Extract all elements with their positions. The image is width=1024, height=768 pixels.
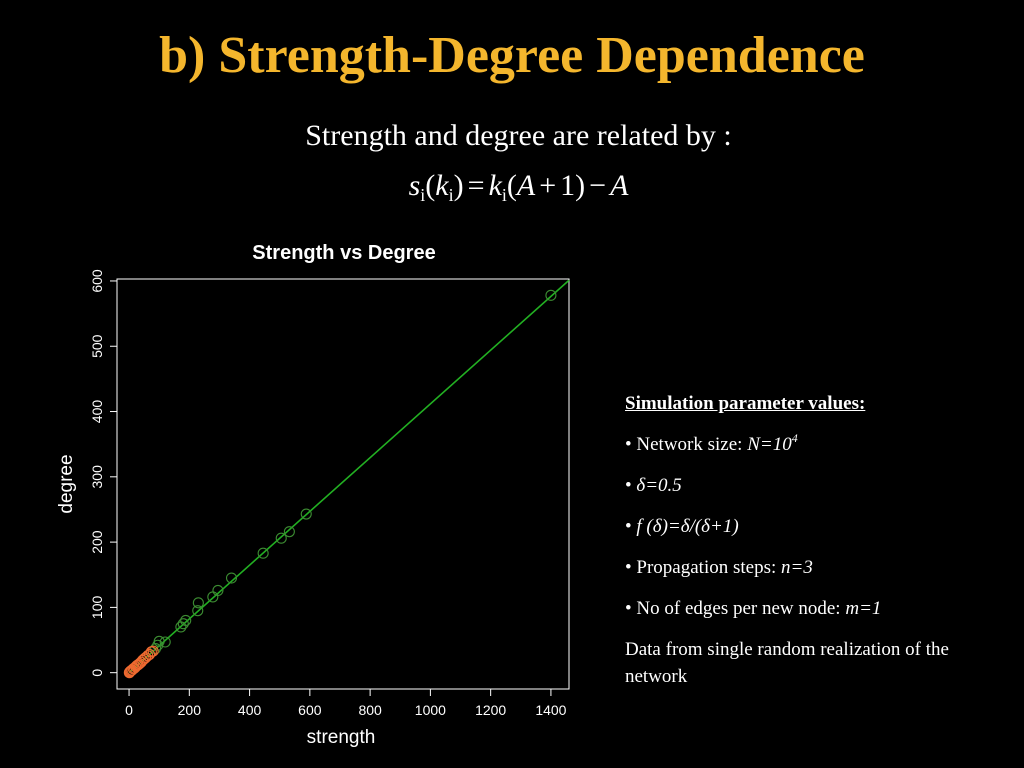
data-point xyxy=(257,547,269,559)
params-note: Data from single random realization of t… xyxy=(625,639,949,687)
strength-degree-formula: si(ki) = ki(A +1) − A xyxy=(0,166,1024,215)
data-point xyxy=(225,572,238,584)
data-point xyxy=(180,614,192,626)
y-tick-label: 200 xyxy=(89,530,105,554)
param-edges-per-node: • No of edges per new node: m=1 xyxy=(625,595,985,622)
data-point xyxy=(125,665,137,677)
x-tick-label: 1200 xyxy=(475,702,506,718)
formula-rparen: ) xyxy=(453,169,464,202)
data-point xyxy=(126,664,138,676)
param-propagation-label: • Propagation steps: xyxy=(625,557,781,578)
params-heading: Simulation parameter values: xyxy=(625,393,866,414)
param-delta: • δ=0.5 xyxy=(625,472,985,499)
y-tick-label: 100 xyxy=(89,595,105,619)
data-point xyxy=(207,591,219,603)
x-tick-label: 0 xyxy=(125,702,133,718)
formula-k: k xyxy=(435,169,449,202)
data-point xyxy=(159,636,171,648)
param-propagation-value: n=3 xyxy=(781,557,813,578)
simulation-parameters: Simulation parameter values: • Network s… xyxy=(625,390,985,704)
formula-sub-i: i xyxy=(448,185,454,205)
param-propagation-steps: • Propagation steps: n=3 xyxy=(625,554,985,581)
formula-A: A xyxy=(610,169,629,202)
formula-plus: + xyxy=(539,169,557,202)
data-point xyxy=(177,618,189,630)
data-point xyxy=(192,597,204,609)
data-point xyxy=(283,526,295,538)
formula-intro: Strength and degree are related by : xyxy=(305,119,732,152)
param-f-delta: • f (δ)=δ/(δ+1) xyxy=(625,513,985,540)
x-tick-label: 1000 xyxy=(415,702,446,718)
y-tick-label: 400 xyxy=(89,400,105,424)
y-axis-label: degree xyxy=(56,454,77,513)
x-tick-label: 600 xyxy=(298,702,322,718)
param-network-size-label: • Network size: xyxy=(625,434,748,455)
chart-title: Strength vs Degree xyxy=(252,242,435,264)
data-point xyxy=(145,646,157,658)
data-point xyxy=(124,665,136,677)
data-point xyxy=(300,508,312,520)
param-network-size-exp: 4 xyxy=(791,431,798,445)
x-axis-label: strength xyxy=(307,727,376,748)
y-tick-label: 0 xyxy=(89,669,105,677)
data-point xyxy=(192,605,204,617)
formula-s: s xyxy=(408,169,421,202)
formula-rparen: ) xyxy=(575,169,586,202)
x-tick-label: 800 xyxy=(358,702,382,718)
param-f-value: f (δ)=δ/(δ+1) xyxy=(636,516,739,537)
formula-sub-i: i xyxy=(420,185,426,205)
formula-equals: = xyxy=(467,169,485,202)
y-tick-label: 300 xyxy=(89,465,105,489)
formula-A: A xyxy=(516,169,536,202)
data-point xyxy=(127,663,139,675)
y-tick-label: 600 xyxy=(89,269,105,293)
slide-title: b) Strength-Degree Dependence xyxy=(159,27,865,84)
fit-line xyxy=(128,279,570,674)
formula-minus: − xyxy=(589,169,607,202)
y-tick-label: 500 xyxy=(89,334,105,358)
param-network-size-value: N=10 xyxy=(747,434,792,455)
data-point xyxy=(175,621,187,633)
formula-sub-i: i xyxy=(501,185,507,205)
formula-k: k xyxy=(488,169,502,202)
formula-lparen: ( xyxy=(425,169,436,202)
data-point xyxy=(545,289,557,301)
param-delta-value: δ=0.5 xyxy=(636,475,682,496)
param-f-bullet: • xyxy=(625,516,637,537)
x-tick-label: 400 xyxy=(238,702,262,718)
param-edges-value: m=1 xyxy=(845,598,882,619)
data-point xyxy=(275,532,287,544)
formula-one: 1 xyxy=(560,169,576,202)
param-edges-label: • No of edges per new node: xyxy=(625,598,846,619)
param-delta-bullet: • xyxy=(625,475,637,496)
x-tick-label: 1400 xyxy=(535,702,566,718)
formula-lparen: ( xyxy=(506,169,517,202)
param-network-size: • Network size: N=104 xyxy=(625,431,985,458)
data-point xyxy=(123,667,135,679)
x-tick-label: 200 xyxy=(178,702,202,718)
